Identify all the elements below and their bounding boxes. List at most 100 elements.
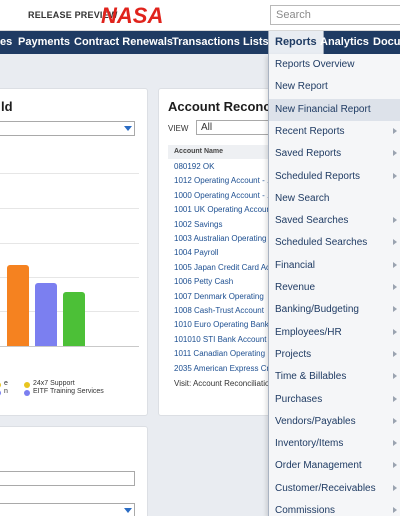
nav-item-lists[interactable]: Lists xyxy=(243,36,269,48)
chevron-right-icon xyxy=(393,306,397,313)
menu-item-scheduled-reports[interactable]: Scheduled Reports xyxy=(269,166,400,188)
menu-item-label: Revenue xyxy=(275,282,316,293)
nav-item-payments[interactable]: Payments xyxy=(18,36,70,48)
menu-item-label: Time & Billables xyxy=(275,371,347,383)
menu-item-time-billables[interactable]: Time & Billables xyxy=(269,366,400,388)
chart-filter-select[interactable] xyxy=(0,121,135,136)
gridline xyxy=(0,208,139,209)
nav-item-reports[interactable]: Reports xyxy=(268,31,324,54)
menu-item-label: Recent Reports xyxy=(275,125,345,137)
account-link[interactable]: 2035 American Express Cr xyxy=(174,363,270,373)
menu-item-label: Purchases xyxy=(275,393,323,405)
account-link[interactable]: 101010 STI Bank Account xyxy=(174,334,267,344)
lower-portlet xyxy=(0,426,148,516)
account-link[interactable]: 1008 Cash-Trust Account xyxy=(174,306,264,315)
account-link[interactable]: 1012 Operating Account - ... xyxy=(174,176,270,186)
chevron-right-icon xyxy=(393,150,397,157)
chevron-right-icon xyxy=(393,284,397,290)
lower-portlet-select[interactable] xyxy=(0,503,135,516)
view-select-value: All xyxy=(201,122,213,133)
account-link[interactable]: 1007 Denmark Operating xyxy=(174,291,264,301)
legend-label: e xyxy=(4,380,8,387)
menu-item-new-financial-report[interactable]: New Financial Report xyxy=(269,98,400,121)
menu-item-reports-overview[interactable]: Reports Overview xyxy=(269,54,400,76)
menu-item-inventory-items[interactable]: Inventory/Items xyxy=(269,433,400,455)
account-link[interactable]: 1006 Petty Cash xyxy=(174,277,234,287)
view-select[interactable]: All xyxy=(196,120,276,135)
main-nav: es Payments Contract Renewals Transactio… xyxy=(0,31,400,54)
menu-item-label: Inventory/Items xyxy=(275,438,344,450)
menu-item-label: Saved Reports xyxy=(275,148,342,160)
menu-item-scheduled-searches[interactable]: Scheduled Searches xyxy=(269,232,400,254)
account-reconciliation-title: Account Reconciliati xyxy=(168,99,297,114)
chevron-right-icon xyxy=(393,172,397,179)
menu-item-financial[interactable]: Financial xyxy=(269,255,400,277)
legend-label: n xyxy=(4,388,8,395)
nav-item-contract-renewals[interactable]: Contract Renewals xyxy=(74,36,174,48)
gridline xyxy=(0,243,139,244)
menu-item-revenue[interactable]: Revenue xyxy=(269,277,400,299)
search-input[interactable] xyxy=(270,5,400,25)
nav-item-documents[interactable]: Docu xyxy=(373,36,400,48)
menu-item-vendors-payables[interactable]: Vendors/Payables xyxy=(269,411,400,433)
menu-item-label: Vendors/Payables xyxy=(275,415,356,427)
menu-item-new-report[interactable]: New Report xyxy=(269,76,400,98)
menu-item-label: Financial xyxy=(275,259,316,271)
chevron-right-icon xyxy=(393,217,397,224)
lower-portlet-input[interactable] xyxy=(0,471,135,486)
view-label: VIEW xyxy=(168,124,189,133)
menu-item-employees-hr[interactable]: Employees/HR xyxy=(269,322,400,344)
account-link[interactable]: 1005 Japan Credit Card Ac xyxy=(174,262,270,272)
menu-item-label: New Financial Report xyxy=(275,103,371,115)
account-link[interactable]: 1001 UK Operating Account xyxy=(174,205,270,215)
account-link[interactable]: 1003 Australian Operating xyxy=(174,234,267,243)
account-link[interactable]: 1011 Canadian Operating xyxy=(174,349,266,359)
column-header-account-name[interactable]: Account Name xyxy=(168,145,270,159)
visit-account-reconciliation-link[interactable]: Visit: Account Reconciliation xyxy=(174,379,270,388)
chevron-down-icon xyxy=(124,508,132,513)
account-link[interactable]: 1004 Payroll xyxy=(174,248,219,258)
legend-label: EITF Training Services xyxy=(33,388,104,395)
legend-swatch xyxy=(24,390,30,396)
gridline xyxy=(0,277,139,278)
account-link[interactable]: 1002 Savings xyxy=(174,219,223,229)
menu-item-label: Reports Overview xyxy=(275,59,355,70)
menu-item-purchases[interactable]: Purchases xyxy=(269,389,400,411)
menu-item-label: Scheduled Searches xyxy=(275,237,368,249)
column-header-label: Account Name xyxy=(174,148,224,155)
menu-item-commissions[interactable]: Commissions xyxy=(269,500,400,516)
menu-item-saved-reports[interactable]: Saved Reports xyxy=(269,143,400,165)
chart-bar[interactable] xyxy=(35,283,57,346)
top-bar: RELEASE PREVIEW NASA xyxy=(0,0,400,31)
account-link[interactable]: 1000 Operating Account - ... xyxy=(174,190,270,200)
menu-item-projects[interactable]: Projects xyxy=(269,344,400,366)
menu-item-label: Commissions xyxy=(275,505,336,516)
nav-item-analytics[interactable]: Analytics xyxy=(320,36,369,48)
legend-label: 24x7 Support xyxy=(33,380,75,387)
nav-item-transactions[interactable]: Transactions xyxy=(172,36,240,48)
menu-item-saved-searches[interactable]: Saved Searches xyxy=(269,210,400,232)
nav-item-customers[interactable]: es xyxy=(0,36,13,48)
menu-item-customer-receivables[interactable]: Customer/Receivables xyxy=(269,478,400,500)
chart-bar[interactable] xyxy=(63,291,85,346)
menu-item-label: Banking/Budgeting xyxy=(275,304,359,316)
menu-item-order-management[interactable]: Order Management xyxy=(269,455,400,477)
chevron-right-icon xyxy=(393,127,397,134)
menu-item-label: Projects xyxy=(275,348,312,360)
menu-item-label: Employees/HR xyxy=(275,326,342,338)
menu-item-banking-budgeting[interactable]: Banking/Budgeting xyxy=(269,299,400,321)
chevron-right-icon xyxy=(393,373,397,380)
chevron-right-icon xyxy=(393,417,397,424)
menu-item-new-search[interactable]: New Search xyxy=(269,188,400,210)
account-link[interactable]: 1010 Euro Operating Bank xyxy=(174,320,269,330)
chart-bar[interactable] xyxy=(7,264,29,346)
account-link[interactable]: 080192 OK xyxy=(174,162,215,171)
chevron-right-icon xyxy=(393,395,397,402)
chevron-right-icon xyxy=(393,328,397,335)
chart-portlet-title: ld xyxy=(1,99,13,114)
account-reconciliation-portlet: Account Reconciliati xyxy=(158,88,297,416)
menu-item-recent-reports[interactable]: Recent Reports xyxy=(269,121,400,143)
nasa-logo[interactable]: NASA xyxy=(100,3,170,27)
menu-item-label: Customer/Receivables xyxy=(275,482,376,494)
menu-item-label: Scheduled Reports xyxy=(275,170,361,182)
